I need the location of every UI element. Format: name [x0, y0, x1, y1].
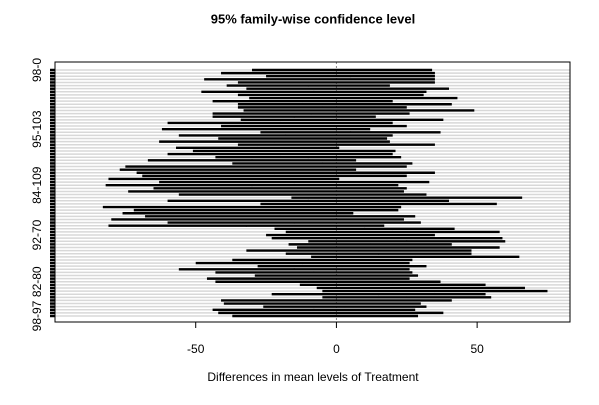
estimate — [335, 274, 338, 277]
estimate — [405, 240, 408, 243]
estimate — [346, 87, 349, 90]
estimate — [318, 78, 321, 81]
estimate — [312, 308, 315, 311]
estimate — [352, 97, 355, 100]
x-tick-label: -50 — [187, 342, 205, 356]
estimate — [293, 181, 296, 184]
estimate — [273, 174, 276, 177]
estimate — [357, 109, 360, 112]
estimate — [377, 202, 380, 205]
estimate — [405, 296, 408, 299]
x-axis-label: Differences in mean levels of Treatment — [207, 370, 419, 384]
estimate — [307, 156, 310, 159]
plot-frame — [54, 61, 571, 323]
estimate — [321, 258, 324, 261]
estimate — [369, 243, 372, 246]
estimate — [391, 283, 394, 286]
chart-title: 95% family-wise confidence level — [211, 11, 415, 26]
estimate — [245, 224, 248, 227]
estimate — [265, 165, 268, 168]
estimate — [357, 249, 360, 252]
estimate — [250, 206, 253, 209]
estimate — [312, 271, 315, 274]
estimate — [279, 187, 282, 190]
y-tick-label: 98-97 — [30, 300, 44, 331]
estimate — [293, 115, 296, 118]
estimate — [343, 103, 346, 106]
estimate — [397, 246, 400, 249]
estimate — [312, 90, 315, 93]
estimate — [329, 93, 332, 96]
estimate — [363, 227, 366, 230]
estimate — [335, 143, 338, 146]
estimate — [326, 280, 329, 283]
estimate — [236, 168, 239, 171]
y-tick-label: 92-70 — [30, 219, 44, 250]
x-tick-label: 50 — [470, 342, 484, 356]
estimate — [321, 162, 324, 165]
y-tick-label: 95-103 — [30, 110, 44, 148]
estimate — [284, 134, 287, 137]
estimate — [284, 171, 287, 174]
estimate — [293, 268, 296, 271]
estimate — [279, 215, 282, 218]
y-tick-label: 82-80 — [30, 266, 44, 297]
estimate — [265, 190, 268, 193]
estimate — [433, 290, 436, 293]
estimate — [273, 140, 276, 143]
estimate — [377, 252, 380, 255]
estimate — [349, 75, 352, 78]
estimate — [250, 184, 253, 187]
estimate — [405, 196, 408, 199]
estimate — [335, 81, 338, 84]
estimate — [341, 265, 344, 268]
estimate — [256, 218, 259, 221]
y-tick-label: 84-109 — [30, 166, 44, 204]
estimate — [326, 72, 329, 75]
estimate — [386, 237, 389, 240]
estimate — [307, 277, 310, 280]
estimate — [256, 146, 259, 149]
estimate — [250, 159, 253, 162]
estimate — [349, 131, 352, 134]
estimate — [341, 69, 344, 71]
estimate — [343, 305, 346, 308]
estimate — [265, 128, 268, 131]
estimate — [236, 212, 239, 215]
estimate — [279, 153, 282, 156]
estimate — [222, 177, 225, 180]
estimate — [349, 234, 352, 237]
estimate — [329, 311, 332, 314]
estimate — [301, 137, 304, 140]
estimate — [335, 299, 338, 302]
estimate — [279, 121, 282, 124]
estimate — [324, 315, 327, 317]
estimate — [312, 125, 315, 128]
estimate — [419, 286, 422, 289]
estimate — [321, 106, 324, 109]
estimate — [377, 293, 380, 296]
x-tick-label: 0 — [333, 342, 340, 356]
estimate — [293, 221, 296, 224]
estimate — [301, 193, 304, 196]
estimate — [414, 255, 417, 258]
estimate — [391, 230, 394, 233]
estimate — [341, 118, 344, 121]
estimate — [307, 199, 310, 202]
estimate — [307, 84, 310, 87]
estimate — [301, 100, 304, 103]
estimate — [301, 262, 304, 265]
estimate — [310, 112, 313, 115]
estimate — [293, 149, 296, 152]
y-tick-label: 98-0 — [30, 58, 44, 82]
estimate — [265, 209, 268, 212]
estimate — [321, 302, 324, 305]
